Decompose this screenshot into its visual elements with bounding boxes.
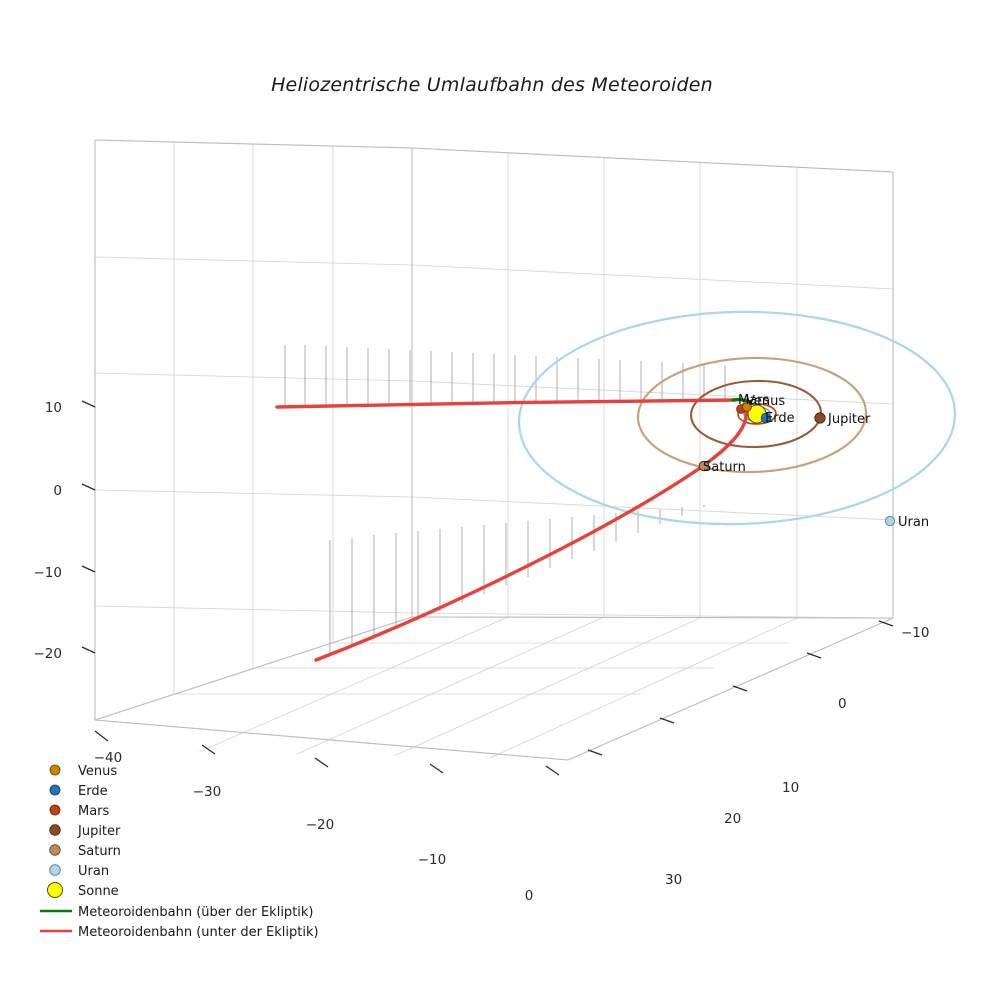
- label-jupiter: Jupiter: [827, 412, 871, 427]
- y-tick-label: −10: [901, 625, 930, 641]
- axes-panes: [94, 139, 894, 761]
- marker-jupiter[interactable]: [814, 412, 826, 424]
- legend-label: Erde: [78, 784, 108, 799]
- meteoroid-trajectory: [275, 397, 752, 662]
- body-annotations: Mars Venus Erde Jupiter Saturn Uran: [703, 393, 929, 530]
- legend-marker-mars: [49, 804, 61, 816]
- legend-item-trajectory-above[interactable]: Meteoroidenbahn (über der Ekliptik): [40, 905, 314, 920]
- y-tick-label: 0: [838, 696, 847, 712]
- z-tick-label: −10: [34, 565, 63, 581]
- solar-system-bodies: [698, 402, 896, 527]
- legend-item-mars[interactable]: Mars: [49, 804, 110, 819]
- legend-marker-erde: [49, 784, 61, 796]
- z-tick-label: 0: [53, 483, 62, 499]
- x-tick-label: −40: [94, 750, 123, 766]
- legend-marker-saturn: [49, 844, 61, 856]
- legend-item-sonne[interactable]: Sonne: [47, 882, 119, 900]
- marker-venus[interactable]: [742, 402, 752, 412]
- planet-orbits: [517, 310, 957, 526]
- legend-label: Jupiter: [77, 824, 121, 839]
- trajectory-droplines: [284, 345, 726, 655]
- label-erde: Erde: [765, 411, 795, 426]
- x-tick-label: −10: [418, 852, 447, 868]
- legend-item-venus[interactable]: Venus: [49, 764, 117, 779]
- orbit-saturn: [636, 356, 868, 474]
- marker-uran[interactable]: [884, 515, 896, 527]
- z-tick-label: −20: [34, 646, 63, 662]
- legend-marker-sonne: [47, 882, 63, 898]
- trajectory-below-ecliptic-inbound: [275, 398, 737, 409]
- label-venus: Venus: [746, 394, 785, 409]
- page-title: Heliozentrische Umlaufbahn des Meteoroid…: [271, 74, 713, 96]
- y-tick-label: 30: [665, 872, 682, 888]
- y-axis-tick-labels: −10 0 10 20 30: [665, 625, 930, 888]
- legend-label: Meteoroidenbahn (über der Ekliptik): [78, 905, 314, 920]
- legend-label: Sonne: [78, 884, 119, 899]
- x-tick-label: −30: [193, 784, 222, 800]
- label-saturn: Saturn: [703, 460, 746, 475]
- legend-label: Venus: [78, 764, 117, 779]
- y-tick-label: 20: [724, 811, 741, 827]
- tick-marks: [81, 400, 894, 776]
- orbit-jupiter: [689, 379, 823, 449]
- label-mars: Mars: [738, 393, 770, 408]
- x-tick-label: 0: [525, 888, 534, 904]
- orbit-uran: [517, 310, 957, 526]
- legend: Venus Erde Mars Jupiter Saturn Uran: [40, 764, 319, 940]
- legend-marker-uran: [49, 864, 61, 876]
- trajectory-above-ecliptic: [731, 397, 752, 404]
- label-uran: Uran: [898, 515, 929, 530]
- trajectory-below-ecliptic-outbound: [314, 402, 749, 662]
- legend-label: Uran: [78, 864, 109, 879]
- y-tick-label: 10: [782, 780, 799, 796]
- legend-marker-venus: [49, 764, 61, 776]
- orbit-mars: [737, 403, 777, 425]
- legend-item-saturn[interactable]: Saturn: [49, 844, 121, 859]
- marker-erde[interactable]: [760, 412, 772, 424]
- marker-saturn[interactable]: [698, 460, 710, 472]
- legend-item-uran[interactable]: Uran: [49, 864, 109, 879]
- legend-item-jupiter[interactable]: Jupiter: [49, 824, 121, 839]
- legend-label: Mars: [78, 804, 110, 819]
- z-axis-tick-labels: 10 0 −10 −20: [34, 400, 63, 662]
- x-tick-label: −20: [306, 817, 335, 833]
- axis-spines: [94, 139, 894, 761]
- legend-item-trajectory-below[interactable]: Meteoroidenbahn (unter der Ekliptik): [40, 925, 319, 940]
- x-axis-tick-labels: −40 −30 −20 −10 0: [94, 750, 534, 904]
- z-tick-label: 10: [45, 400, 62, 416]
- legend-label: Meteoroidenbahn (unter der Ekliptik): [78, 925, 319, 940]
- legend-item-erde[interactable]: Erde: [49, 784, 108, 799]
- legend-marker-jupiter: [49, 824, 61, 836]
- legend-label: Saturn: [78, 844, 121, 859]
